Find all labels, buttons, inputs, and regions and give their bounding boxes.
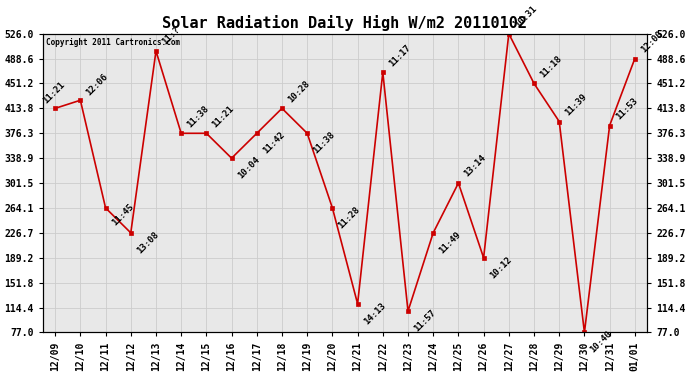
Text: 12:00: 12:00 bbox=[639, 29, 664, 54]
Text: 11:45: 11:45 bbox=[110, 202, 135, 227]
Text: 11:21: 11:21 bbox=[41, 80, 67, 106]
Text: 13:14: 13:14 bbox=[462, 153, 488, 179]
Text: 11:38: 11:38 bbox=[311, 130, 337, 156]
Text: 11:49: 11:49 bbox=[437, 230, 463, 255]
Text: 11:57: 11:57 bbox=[412, 308, 437, 333]
Text: 13:08: 13:08 bbox=[135, 230, 160, 255]
Text: 12:06: 12:06 bbox=[85, 72, 110, 98]
Text: Copyright 2011 Cartronics.com: Copyright 2011 Cartronics.com bbox=[46, 38, 179, 47]
Text: 10:28: 10:28 bbox=[286, 79, 311, 104]
Text: 11:18: 11:18 bbox=[538, 54, 564, 79]
Text: 11:53: 11:53 bbox=[614, 96, 639, 122]
Text: 10:04: 10:04 bbox=[236, 155, 261, 180]
Text: 11:21: 11:21 bbox=[210, 104, 236, 129]
Text: 14:13: 14:13 bbox=[362, 301, 387, 326]
Text: 10:40: 10:40 bbox=[589, 329, 614, 355]
Text: 11:17: 11:17 bbox=[387, 43, 413, 68]
Text: 10:12: 10:12 bbox=[488, 255, 513, 280]
Title: Solar Radiation Daily High W/m2 20110102: Solar Radiation Daily High W/m2 20110102 bbox=[163, 15, 527, 31]
Text: 11:28: 11:28 bbox=[337, 205, 362, 230]
Text: 11:39: 11:39 bbox=[564, 92, 589, 117]
Text: 11:42: 11:42 bbox=[261, 130, 286, 156]
Text: 11:?: 11:? bbox=[160, 25, 181, 47]
Text: 10:31: 10:31 bbox=[513, 4, 538, 30]
Text: 11:38: 11:38 bbox=[186, 104, 210, 129]
